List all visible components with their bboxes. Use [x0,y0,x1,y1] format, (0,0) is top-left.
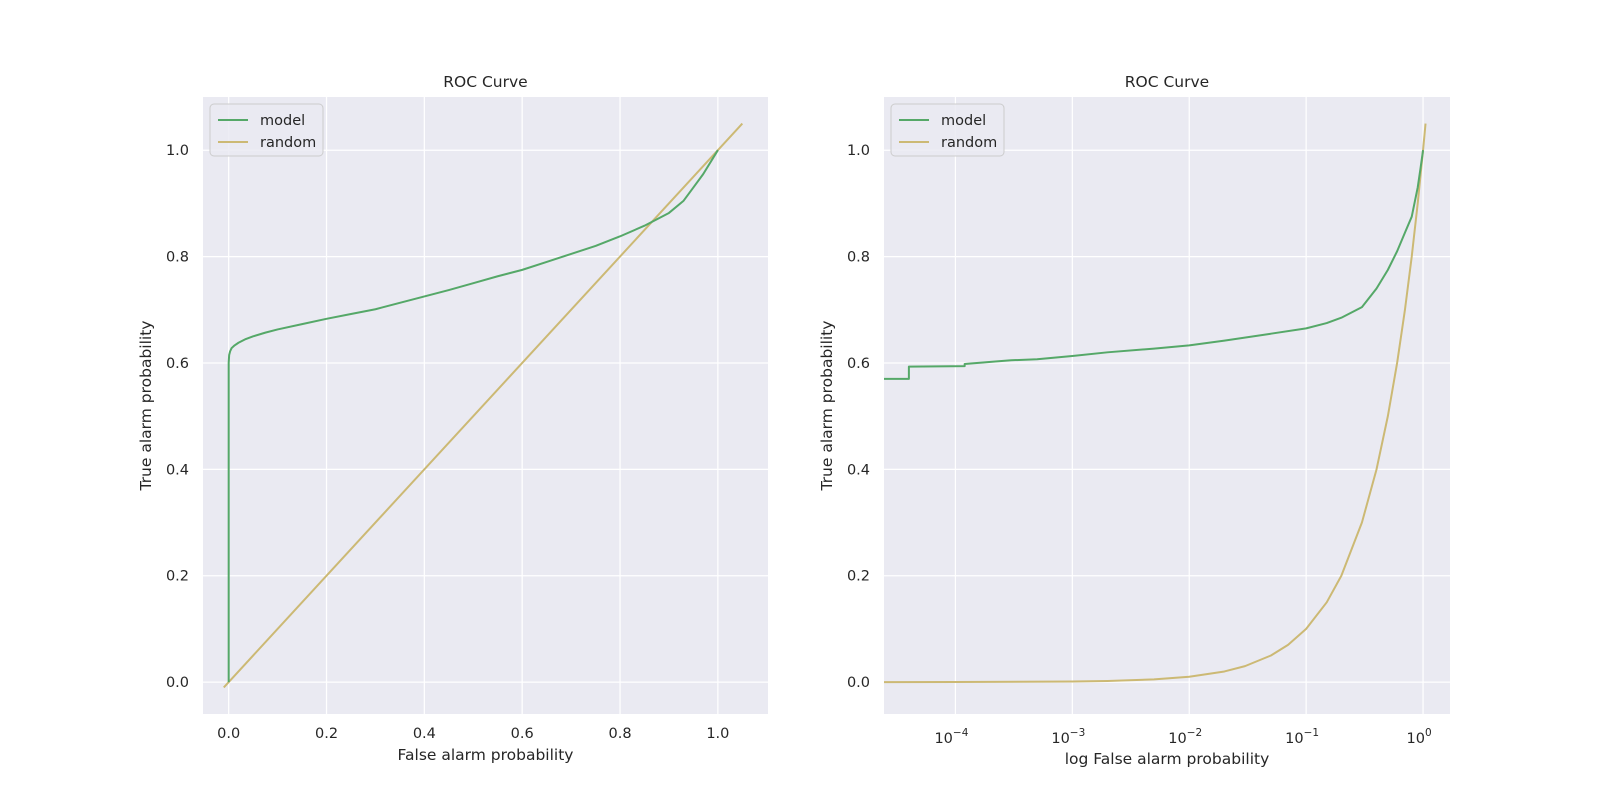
y-tick-label: 0.2 [166,569,189,585]
y-axis-label: True alarm probability [137,321,155,492]
x-tick-label: 1.0 [706,726,729,742]
y-tick-label: 0.6 [166,356,189,372]
roc-chart-linear: 0.0 0.2 0.4 0.6 0.8 1.0 0.0 0.2 0.4 0.6 0.8 1.0 ROC … [137,73,768,764]
x-tick-label: 0.0 [217,726,240,742]
legend-label-model: model [941,113,986,129]
plot-area [203,97,768,714]
chart-title: ROC Curve [1125,73,1209,91]
series-line-model [227,149,719,683]
y-tick-label: 1.0 [166,143,189,159]
y-tick-label: 0.4 [847,462,870,478]
x-axis-label: False alarm probability [398,746,574,764]
x-tick-label: 0.6 [511,726,534,742]
x-axis-label: log False alarm probability [1065,750,1270,768]
x-tick-label: 10−4 [934,727,968,747]
x-tick-label: 0.4 [413,726,436,742]
x-tick-label: 0.2 [315,726,338,742]
chart-title: ROC Curve [443,73,527,91]
series-line-random [884,123,1427,684]
x-tick-label: 100 [1406,727,1431,747]
x-tick-label: 10−2 [1168,727,1202,747]
x-tick-label: 10−3 [1051,727,1085,747]
y-tick-label: 0.0 [166,675,189,691]
y-tick-label: 0.6 [847,356,870,372]
y-tick-label: 0.8 [847,250,870,266]
x-tick-label: 0.8 [608,726,631,742]
series-line-random [223,122,744,689]
y-tick-label: 0.2 [847,569,870,585]
plot-area [884,97,1450,714]
legend: model random [890,103,1005,157]
series-line-model [884,150,1425,380]
y-axis-label: True alarm probability [818,321,836,492]
y-tick-label: 1.0 [847,143,870,159]
legend-label-random: random [941,135,997,151]
roc-chart-log: 10−4 10−3 10−2 10−1 100 0.0 0.2 0.4 0.6 0.8 1.0 ROC… [818,73,1450,768]
y-tick-label: 0.8 [166,250,189,266]
x-tick-label: 10−1 [1285,727,1319,747]
legend-label-random: random [260,135,316,151]
y-tick-label: 0.4 [166,462,189,478]
legend-label-model: model [260,113,305,129]
legend: model random [209,103,324,157]
y-tick-label: 0.0 [847,675,870,691]
